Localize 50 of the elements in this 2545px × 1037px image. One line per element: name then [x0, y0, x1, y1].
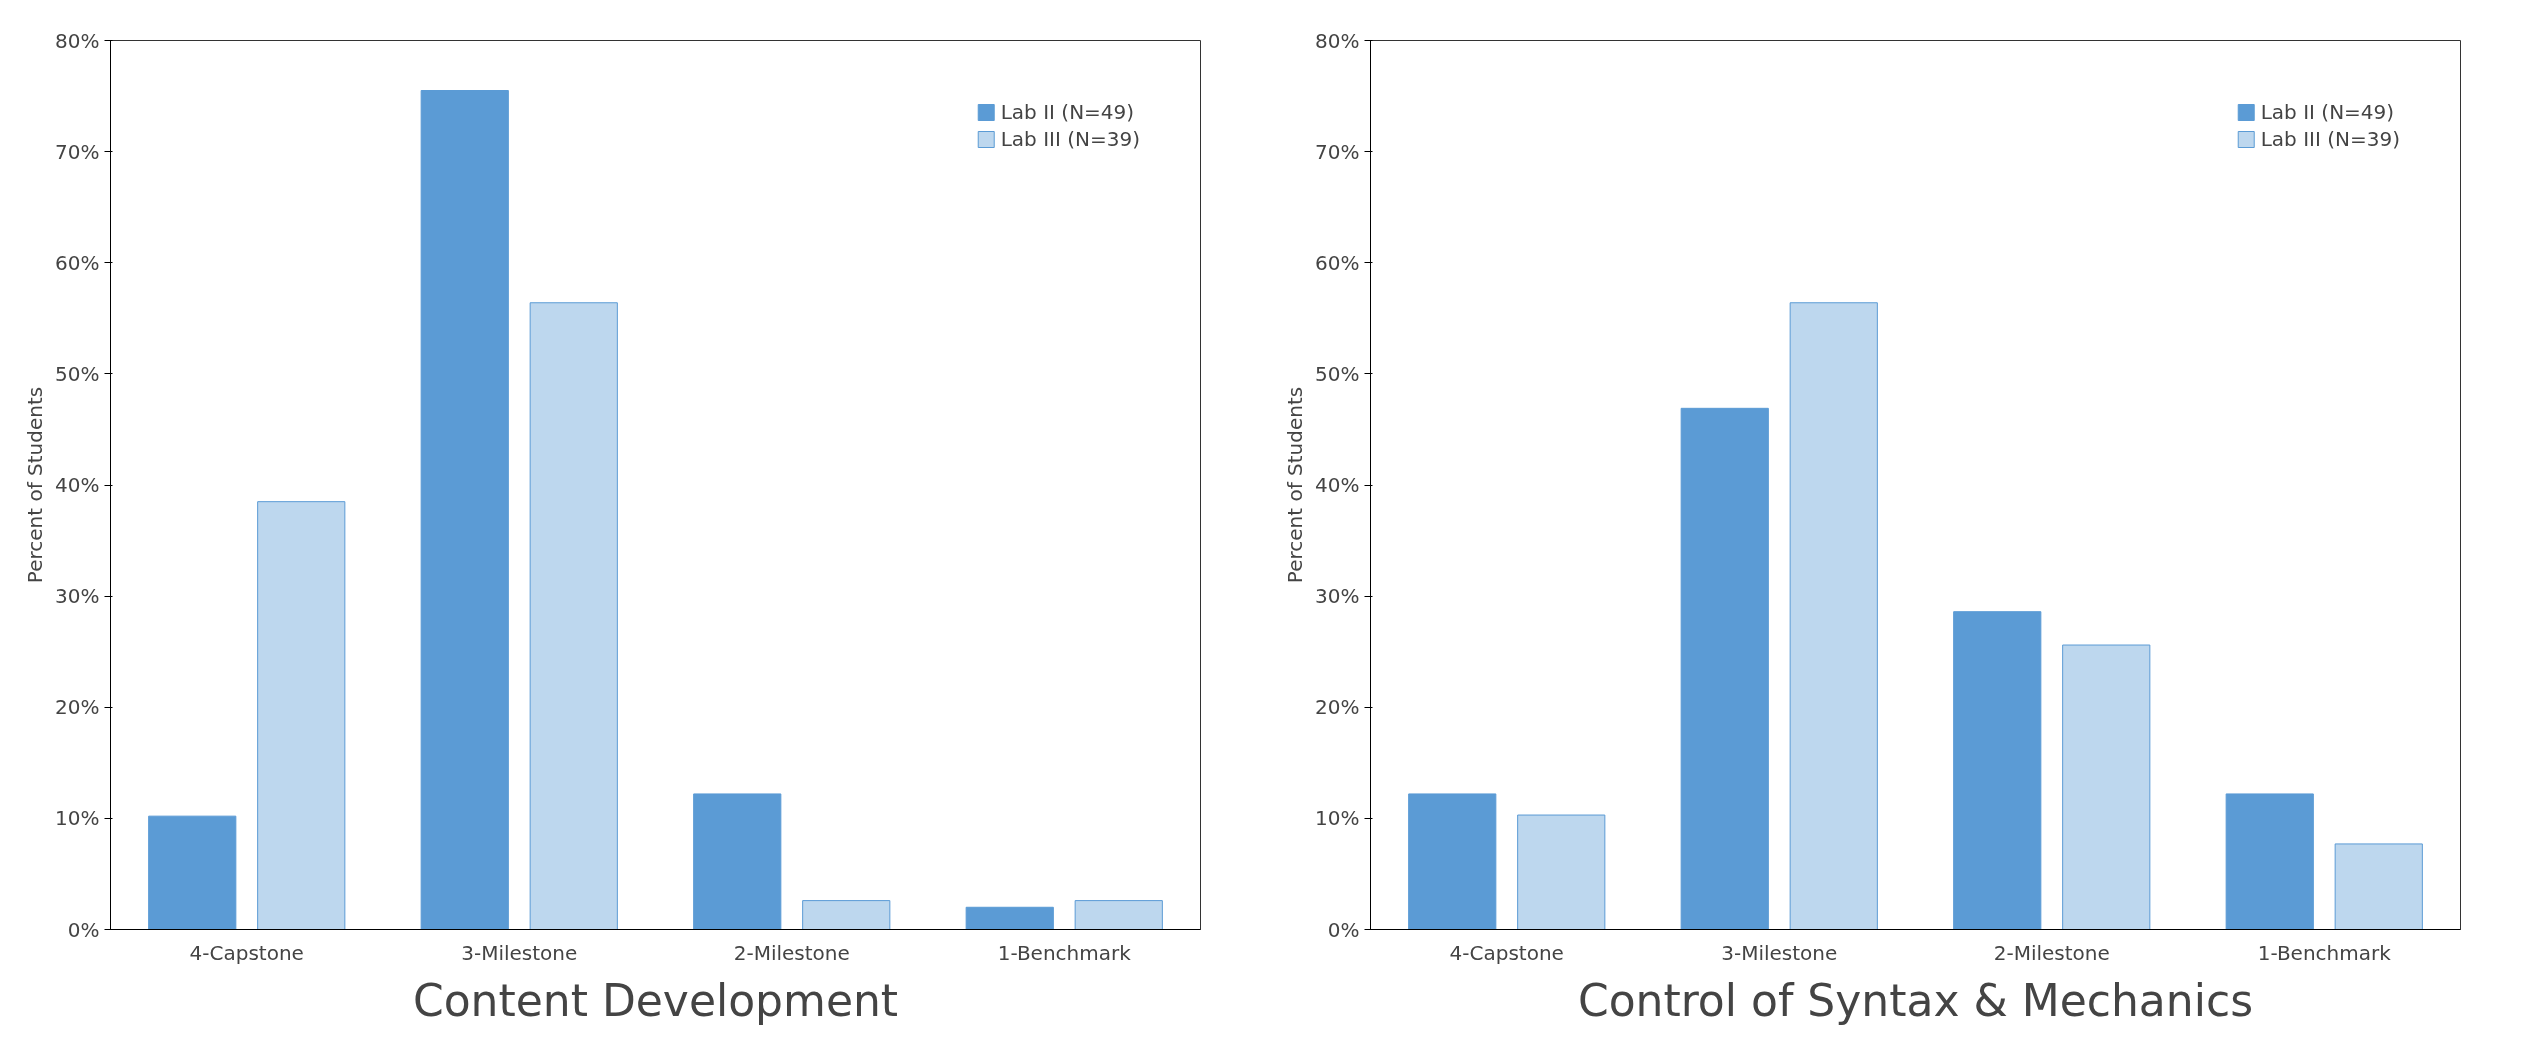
- y-axis-title: Percent of Students: [1283, 386, 1308, 584]
- x-tick-label: 1-Benchmark: [2257, 940, 2392, 965]
- y-tick-label: 40%: [1315, 473, 1360, 497]
- bar: [2334, 843, 2423, 930]
- bar: [1517, 814, 1606, 930]
- y-tick-label: 60%: [55, 250, 100, 275]
- y-tick-label: 70%: [1315, 139, 1360, 164]
- bar: [529, 302, 618, 930]
- bar: [1074, 900, 1163, 930]
- bar: [965, 906, 1054, 930]
- text: Content Development: [412, 974, 899, 1026]
- x-tick-label: 1-Benchmark: [997, 940, 1132, 965]
- text: Control of Syntax & Mechanics: [1577, 974, 2254, 1026]
- y-tick-label: 20%: [1315, 695, 1360, 720]
- bar: [148, 815, 237, 930]
- y-tick-label: 30%: [1315, 584, 1360, 609]
- y-tick-label: 20%: [55, 695, 100, 720]
- bar: [1953, 611, 2042, 930]
- y-tick-label: 40%: [55, 473, 100, 497]
- y-tick-label: 60%: [1315, 250, 1360, 275]
- y-tick-label: 80%: [55, 28, 100, 53]
- y-tick-label: 50%: [55, 361, 100, 386]
- x-tick-label: 2-Milestone: [1993, 940, 2110, 965]
- y-tick-label: 10%: [1315, 806, 1360, 831]
- bar: [257, 501, 346, 930]
- x-tick-label: 4-Capstone: [1449, 940, 1564, 965]
- bar: [802, 900, 891, 930]
- bar: [1680, 407, 1769, 930]
- x-tick-label: 3-Milestone: [1721, 940, 1838, 965]
- y-tick-label: 50%: [1315, 361, 1360, 386]
- y-tick-label: 0%: [67, 917, 100, 942]
- legend-label: Lab III (N=39): [2260, 127, 2400, 151]
- y-tick-label: 10%: [55, 806, 100, 831]
- legend-label: Lab III (N=39): [1000, 127, 1140, 151]
- bar: [1408, 793, 1497, 930]
- x-tick-label: 4-Capstone: [189, 940, 304, 965]
- bar: [1789, 302, 1878, 930]
- legend-label: Lab II (N=49): [1000, 100, 1135, 124]
- legend-label: Lab II (N=49): [2260, 100, 2395, 124]
- bar: [2062, 644, 2151, 930]
- bar: [2225, 793, 2314, 930]
- y-tick-label: 80%: [1315, 28, 1360, 53]
- x-tick-label: 3-Milestone: [461, 940, 578, 965]
- y-axis-title: Percent of Students: [23, 386, 48, 584]
- y-tick-label: 30%: [55, 584, 100, 609]
- y-tick-label: 0%: [1327, 917, 1360, 942]
- x-tick-label: 2-Milestone: [733, 940, 850, 965]
- y-tick-label: 70%: [55, 139, 100, 164]
- bar: [420, 90, 509, 930]
- bar: [693, 793, 782, 930]
